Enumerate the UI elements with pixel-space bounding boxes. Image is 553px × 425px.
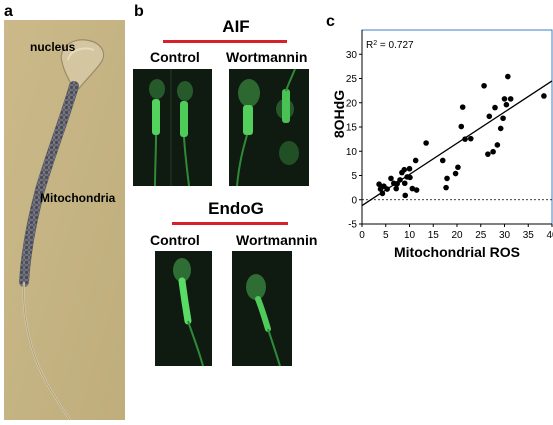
endog-control-label: Control: [150, 232, 200, 248]
data-point: [397, 177, 403, 183]
data-point: [455, 164, 461, 171]
data-point: [407, 174, 413, 181]
data-point: [409, 185, 416, 192]
y-tick-label: 10: [346, 147, 358, 158]
endog-wortmannin-label: Wortmannin: [236, 232, 318, 248]
panel-b-letter: b: [134, 3, 144, 20]
x-tick-label: 40: [546, 230, 553, 241]
r-squared-annotation: R2 = 0.727: [366, 40, 414, 52]
plot-frame: [361, 29, 553, 225]
mitochondria-label: Mitochondria: [40, 191, 116, 205]
data-point: [507, 96, 514, 102]
data-point: [467, 135, 474, 142]
endog-title: EndoG: [208, 199, 264, 218]
data-point: [401, 166, 408, 173]
endog-wortmannin-image: [232, 251, 292, 366]
y-tick-label: 15: [346, 123, 358, 134]
y-tick-label: 5: [351, 171, 357, 182]
y-axis-label: 8OHdG: [331, 90, 347, 138]
data-point: [497, 125, 504, 132]
data-point: [541, 93, 547, 99]
sperm-micrograph: nucleus Mitochondria: [4, 20, 125, 421]
data-point: [444, 175, 450, 182]
x-tick-label: 35: [523, 230, 535, 241]
data-point: [423, 140, 429, 146]
aif-control-image: [133, 69, 212, 186]
data-point: [394, 180, 400, 187]
regression-line: [361, 80, 553, 207]
data-point: [503, 101, 510, 108]
x-axis-label: Mitochondrial ROS: [394, 244, 520, 260]
aif-title: AIF: [222, 17, 250, 36]
data-point: [485, 151, 491, 157]
endog-control-image: [155, 251, 212, 366]
data-point: [402, 192, 409, 199]
x-tick-label: 5: [383, 230, 389, 241]
panel-c-letter: c: [326, 13, 335, 30]
data-point: [406, 165, 413, 172]
data-point: [490, 148, 496, 155]
data-point: [376, 181, 382, 188]
x-tick-label: 20: [451, 230, 463, 241]
data-point: [501, 96, 508, 102]
data-point: [492, 104, 498, 111]
data-point: [458, 123, 465, 130]
y-tick-label: 20: [346, 98, 358, 109]
data-point: [452, 170, 459, 177]
data-point: [459, 104, 466, 110]
sperm-illustration: [4, 20, 125, 421]
x-tick-label: 0: [359, 230, 365, 241]
data-point: [384, 186, 390, 192]
data-point: [412, 157, 419, 164]
x-tick-label: 25: [475, 230, 487, 241]
data-point: [500, 115, 506, 122]
endog-title-rule: [172, 222, 288, 225]
panel-a-letter: a: [4, 3, 13, 20]
data-point: [388, 175, 394, 182]
data-point: [486, 113, 493, 120]
data-point: [401, 180, 408, 187]
data-point: [413, 187, 420, 193]
aif-wortmannin-image: [229, 69, 309, 186]
y-tick-label: 25: [346, 74, 358, 85]
data-point: [494, 142, 501, 148]
data-point: [439, 157, 446, 164]
data-point: [379, 190, 386, 197]
y-tick-label: 30: [346, 50, 358, 61]
x-tick-label: 30: [499, 230, 511, 241]
aif-title-rule: [163, 40, 287, 43]
x-tick-label: 10: [404, 230, 416, 241]
data-point: [462, 136, 468, 142]
nucleus-label: nucleus: [30, 40, 76, 54]
x-tick-label: 15: [428, 230, 440, 241]
aif-control-label: Control: [150, 49, 200, 65]
y-tick-label: 0: [351, 195, 357, 206]
data-point: [443, 184, 449, 191]
aif-wortmannin-label: Wortmannin: [226, 49, 308, 65]
data-point: [481, 82, 487, 89]
data-point: [505, 73, 511, 80]
y-tick-label: -5: [348, 220, 357, 231]
data-point: [393, 185, 399, 192]
